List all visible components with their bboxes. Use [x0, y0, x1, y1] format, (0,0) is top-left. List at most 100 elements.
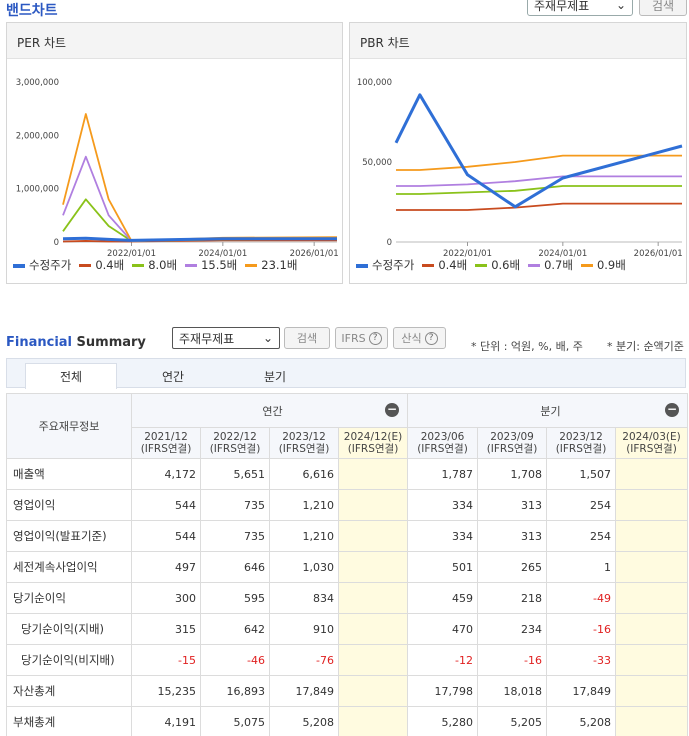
legend-swatch: [422, 264, 435, 267]
table-cell: 459: [407, 582, 478, 614]
table-cell: -33: [546, 644, 616, 676]
header-quarter-group: 분기 −: [407, 393, 688, 428]
chevron-down-icon: ⌄: [615, 0, 626, 12]
row-label[interactable]: 영업이익(발표기준): [6, 520, 132, 552]
legend-item[interactable]: 수정주가: [13, 257, 71, 273]
row-label[interactable]: 당기순이익: [6, 582, 132, 614]
legend-label: 15.5배: [201, 258, 238, 272]
table-cell: 234: [477, 613, 547, 645]
row-label[interactable]: 당기순이익(비지배): [6, 644, 132, 676]
row-label[interactable]: 매출액: [6, 458, 132, 490]
tab-all[interactable]: 전체: [25, 363, 117, 389]
table-cell: [615, 520, 688, 552]
table-cell: 17,849: [269, 675, 339, 707]
per-chart: 3,000,000 2,000,000 1,000,000 0 2022/01/01 20…: [16, 78, 339, 259]
table-cell: 1,210: [269, 520, 339, 552]
collapse-quarter-icon[interactable]: −: [665, 401, 679, 417]
table-row: 당기순이익(비지배) -15 -46 -76 -12 -16 -33: [6, 644, 688, 676]
per-chart-panel: PER 차트 3,000,000 2,000,000 1,000,000 0 2022/…: [6, 22, 343, 284]
table-cell: 642: [200, 613, 270, 645]
legend-swatch: [132, 264, 145, 267]
header-annual-group: 연간 −: [131, 393, 408, 428]
table-cell: 18,018: [477, 675, 547, 707]
table-cell: 735: [200, 520, 270, 552]
table-cell: 1,030: [269, 551, 339, 583]
legend-item[interactable]: 0.4배: [422, 257, 467, 273]
table-cell: 313: [477, 489, 547, 521]
collapse-annual-icon[interactable]: −: [385, 401, 399, 417]
period-date: 2022/12: [213, 431, 257, 443]
row-label[interactable]: 세전계속사업이익: [6, 551, 132, 583]
period-date: 2023/12: [559, 431, 603, 443]
period-header: 2023/06 (IFRS연결): [407, 427, 478, 459]
series-line-0: [62, 236, 337, 242]
row-label[interactable]: 당기순이익(지배): [6, 613, 132, 645]
tab-quarter[interactable]: 분기: [263, 369, 287, 384]
table-cell: 5,651: [200, 458, 270, 490]
tab-annual[interactable]: 연간: [161, 369, 185, 384]
fs-statement-select[interactable]: 주재무제표 ⌄: [172, 327, 280, 349]
table-cell: 501: [407, 551, 478, 583]
table-cell: 646: [200, 551, 270, 583]
x-tick-label: 2022/01/01: [107, 249, 156, 259]
period-header: 2021/12 (IFRS연결): [131, 427, 201, 459]
table-cell: 1,787: [407, 458, 478, 490]
x-tick-label: 2022/01/01: [443, 249, 492, 259]
table-cell: 254: [546, 489, 616, 521]
table-cell: [338, 458, 408, 490]
period-basis: (IFRS연결): [209, 443, 261, 455]
period-date: 2021/12: [144, 431, 188, 443]
y-tick-label: 3,000,000: [16, 78, 59, 88]
series-line-3: [62, 155, 338, 242]
table-cell: 265: [477, 551, 547, 583]
legend-label: 0.7배: [544, 258, 573, 272]
legend-swatch: [475, 264, 488, 267]
table-cell: 6,616: [269, 458, 339, 490]
period-basis: (IFRS연결): [626, 443, 677, 455]
series-line-4: [396, 154, 682, 171]
table-cell: 254: [546, 520, 616, 552]
unit-note: * 단위 : 억원, %, 배, 주: [471, 340, 583, 353]
table-cell: 544: [131, 489, 201, 521]
search-button[interactable]: 검색: [639, 0, 687, 16]
table-cell: 334: [407, 489, 478, 521]
legend-item[interactable]: 0.4배: [79, 257, 124, 273]
pbr-chart: 100,000 50,000 0 2022/01/01 2024/01/01 2026/0…: [357, 78, 683, 259]
legend-item[interactable]: 23.1배: [245, 257, 297, 273]
y-tick-label: 2,000,000: [16, 131, 59, 141]
table-row: 세전계속사업이익 497 646 1,030 501 265 1: [6, 551, 688, 583]
ifrs-help-button[interactable]: IFRS ?: [335, 327, 388, 349]
legend-item[interactable]: 수정주가: [356, 257, 414, 273]
table-row: 매출액 4,172 5,651 6,616 1,787 1,708 1,507: [6, 458, 688, 490]
legend-item[interactable]: 0.6배: [475, 257, 520, 273]
table-cell: -12: [407, 644, 478, 676]
table-cell: -15: [131, 644, 201, 676]
legend-item[interactable]: 0.7배: [528, 257, 573, 273]
statement-type-select[interactable]: 주재무제표 ⌄: [527, 0, 633, 16]
formula-help-button[interactable]: 산식 ?: [393, 327, 446, 349]
legend-item[interactable]: 0.9배: [580, 257, 626, 273]
x-tick-label: 2026/01/01: [290, 249, 339, 259]
legend-swatch: [79, 264, 92, 267]
period-tabs: 전체 연간 분기: [6, 358, 686, 389]
legend-label: 수정주가: [372, 258, 415, 272]
fs-search-button[interactable]: 검색: [284, 327, 330, 349]
legend-item[interactable]: 15.5배: [185, 257, 237, 273]
period-header: 2023/12 (IFRS연결): [269, 427, 339, 459]
legend-swatch: [580, 264, 593, 267]
legend-item[interactable]: 8.0배: [132, 257, 177, 273]
legend-label: 0.4배: [95, 258, 125, 272]
period-basis: (IFRS연결): [417, 443, 468, 455]
row-label[interactable]: 부채총계: [6, 706, 132, 736]
row-label[interactable]: 자산총계: [6, 675, 132, 707]
table-cell: [615, 613, 688, 645]
formula-label: 산식: [401, 332, 422, 345]
table-cell: 1,507: [546, 458, 616, 490]
row-label[interactable]: 영업이익: [6, 489, 132, 521]
pbr-chart-panel: PBR 차트 100,000 50,000 0 2022/01/01 2024/01/0…: [349, 22, 687, 284]
table-row: 당기순이익(지배) 315 642 910 470 234 -16: [6, 613, 688, 645]
period-header: 2022/12 (IFRS연결): [200, 427, 270, 459]
period-header: 2024/12(E) (IFRS연결): [338, 427, 408, 459]
period-header: 2024/03(E) (IFRS연결): [615, 427, 688, 459]
table-cell: 315: [131, 613, 201, 645]
